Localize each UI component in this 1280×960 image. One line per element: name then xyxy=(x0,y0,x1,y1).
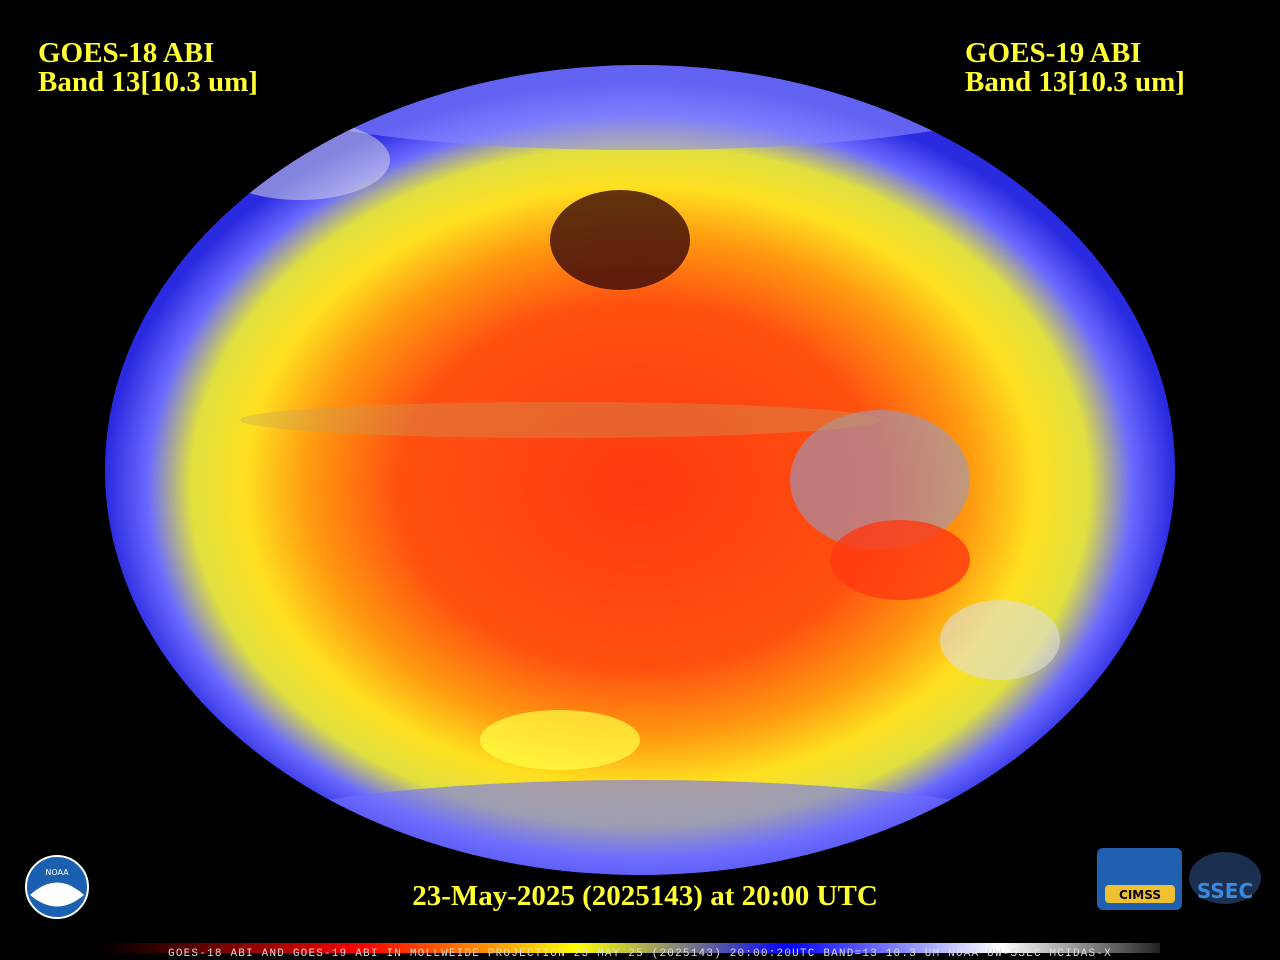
noaa-logo: NOAA xyxy=(25,855,89,919)
globe xyxy=(105,65,1175,875)
footer-caption: GOES-18 ABI AND GOES-19 ABI IN MOLLWEIDE… xyxy=(168,948,1112,960)
color-bar xyxy=(100,943,1160,953)
ssec-logo: SSEC xyxy=(1189,852,1261,904)
cimss-label: CIMSS xyxy=(1119,888,1161,902)
left-band: Band 13[10.3 um] xyxy=(38,66,258,98)
right-band: Band 13[10.3 um] xyxy=(965,66,1185,98)
cimss-logo: CIMSS xyxy=(1097,848,1182,910)
ssec-label: SSEC xyxy=(1197,879,1253,903)
left-satellite: GOES-18 ABI xyxy=(38,37,214,69)
noaa-label: NOAA xyxy=(45,868,69,877)
timestamp: 23-May-2025 (2025143) at 20:00 UTC xyxy=(412,880,878,912)
right-satellite: GOES-19 ABI xyxy=(965,37,1141,69)
cloud-features xyxy=(210,65,1060,875)
